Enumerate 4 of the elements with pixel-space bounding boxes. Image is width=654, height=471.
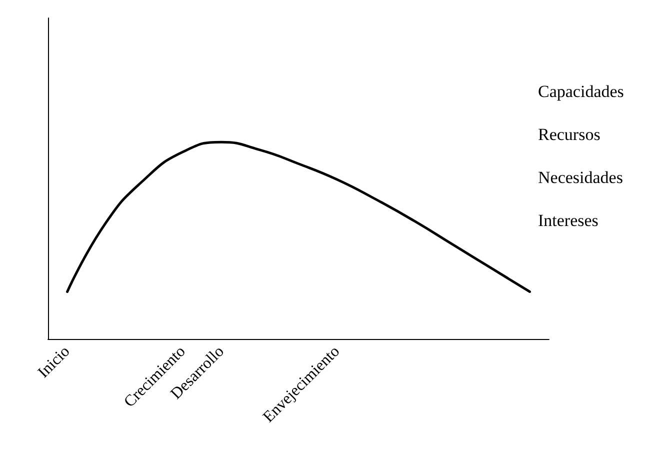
annotation: Intereses bbox=[538, 211, 598, 230]
annotation: Recursos bbox=[538, 125, 600, 144]
text: Capacidades bbox=[538, 82, 624, 101]
annotation: Necesidades bbox=[538, 168, 623, 187]
